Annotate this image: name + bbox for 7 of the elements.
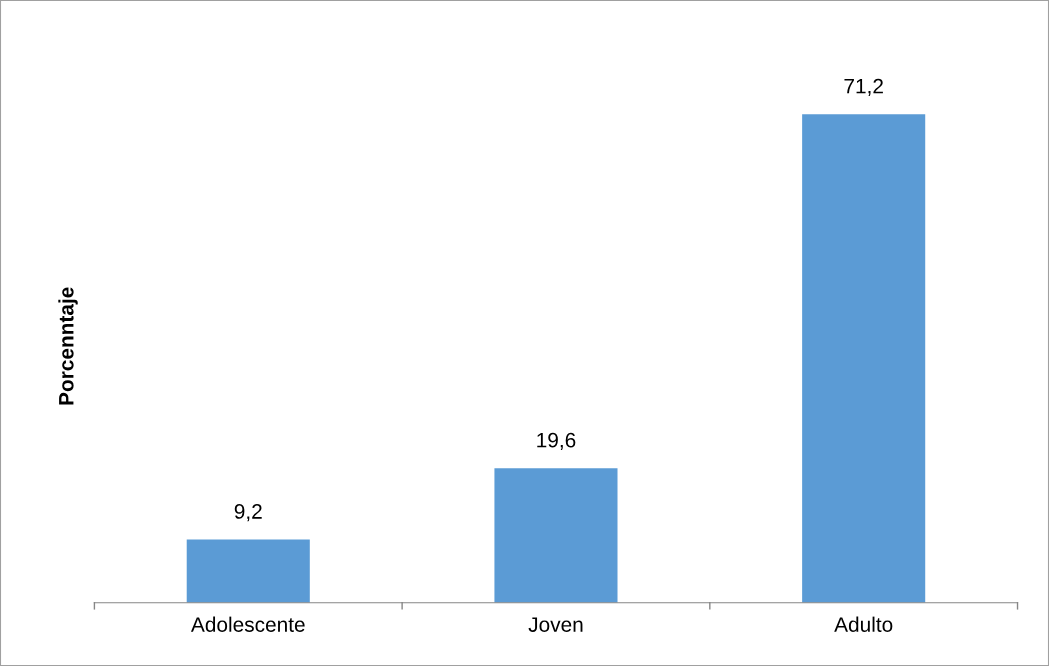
data-label: 9,2 bbox=[234, 504, 262, 522]
x-tick-label: Joven bbox=[528, 617, 583, 632]
data-label: 19,6 bbox=[537, 432, 576, 450]
y-axis-title: Porcenntaje bbox=[58, 287, 78, 405]
x-tick-label: Adulto bbox=[834, 616, 893, 632]
data-label: 71,2 bbox=[844, 78, 883, 97]
x-tick-label: Adolescente bbox=[190, 616, 305, 632]
